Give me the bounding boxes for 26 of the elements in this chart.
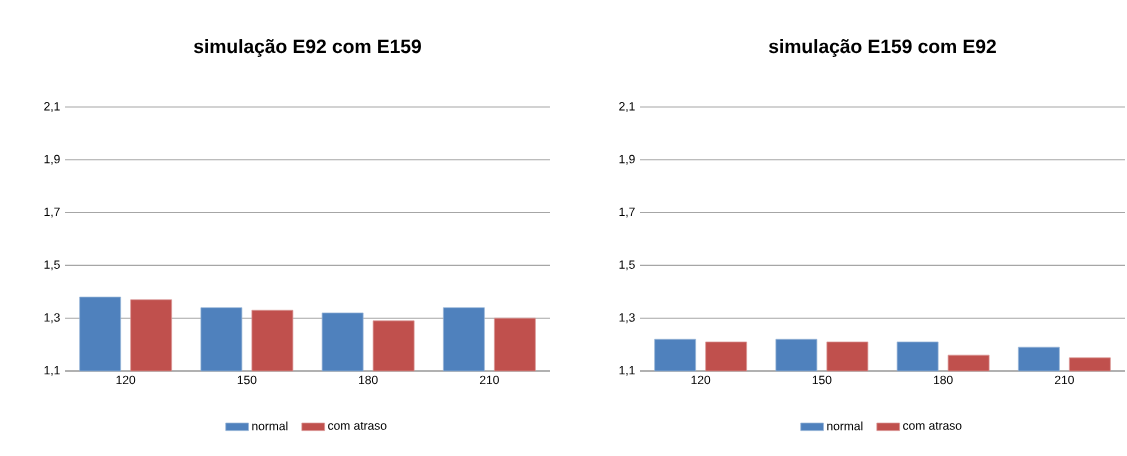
y-tick-label: 1,7 bbox=[619, 207, 635, 218]
y-tick-label: 1,3 bbox=[44, 313, 60, 324]
y-tick-label: 2,1 bbox=[44, 102, 60, 112]
x-tick-label: 210 bbox=[1054, 375, 1074, 385]
y-tick-label: 1,1 bbox=[619, 366, 635, 376]
y-tick-label: 1,9 bbox=[619, 154, 635, 165]
y-tick-label: 1,5 bbox=[44, 260, 60, 271]
y-tick-label: 1,7 bbox=[44, 207, 60, 218]
y-tick-label: 1,1 bbox=[44, 366, 60, 376]
x-tick-label: 180 bbox=[359, 375, 378, 385]
chart-title: simulação E92 com E159 bbox=[193, 39, 421, 57]
x-tick-label: 150 bbox=[812, 375, 832, 385]
legend-label: com atraso bbox=[903, 421, 962, 430]
y-tick-label: 2,1 bbox=[619, 102, 635, 112]
x-tick-label: 120 bbox=[691, 375, 711, 385]
y-tick-label: 1,3 bbox=[619, 313, 635, 324]
legend-label: normal bbox=[252, 421, 288, 431]
y-tick-label: 1,5 bbox=[619, 260, 635, 271]
legend-label: com atraso bbox=[328, 421, 387, 430]
x-tick-label: 120 bbox=[116, 375, 136, 385]
chart-title: simulação E159 com E92 bbox=[768, 39, 996, 57]
x-tick-label: 210 bbox=[479, 375, 499, 385]
x-tick-label: 150 bbox=[237, 375, 257, 385]
y-tick-label: 1,9 bbox=[44, 154, 60, 165]
legend-label: normal bbox=[827, 421, 863, 431]
x-tick-label: 180 bbox=[934, 375, 953, 385]
